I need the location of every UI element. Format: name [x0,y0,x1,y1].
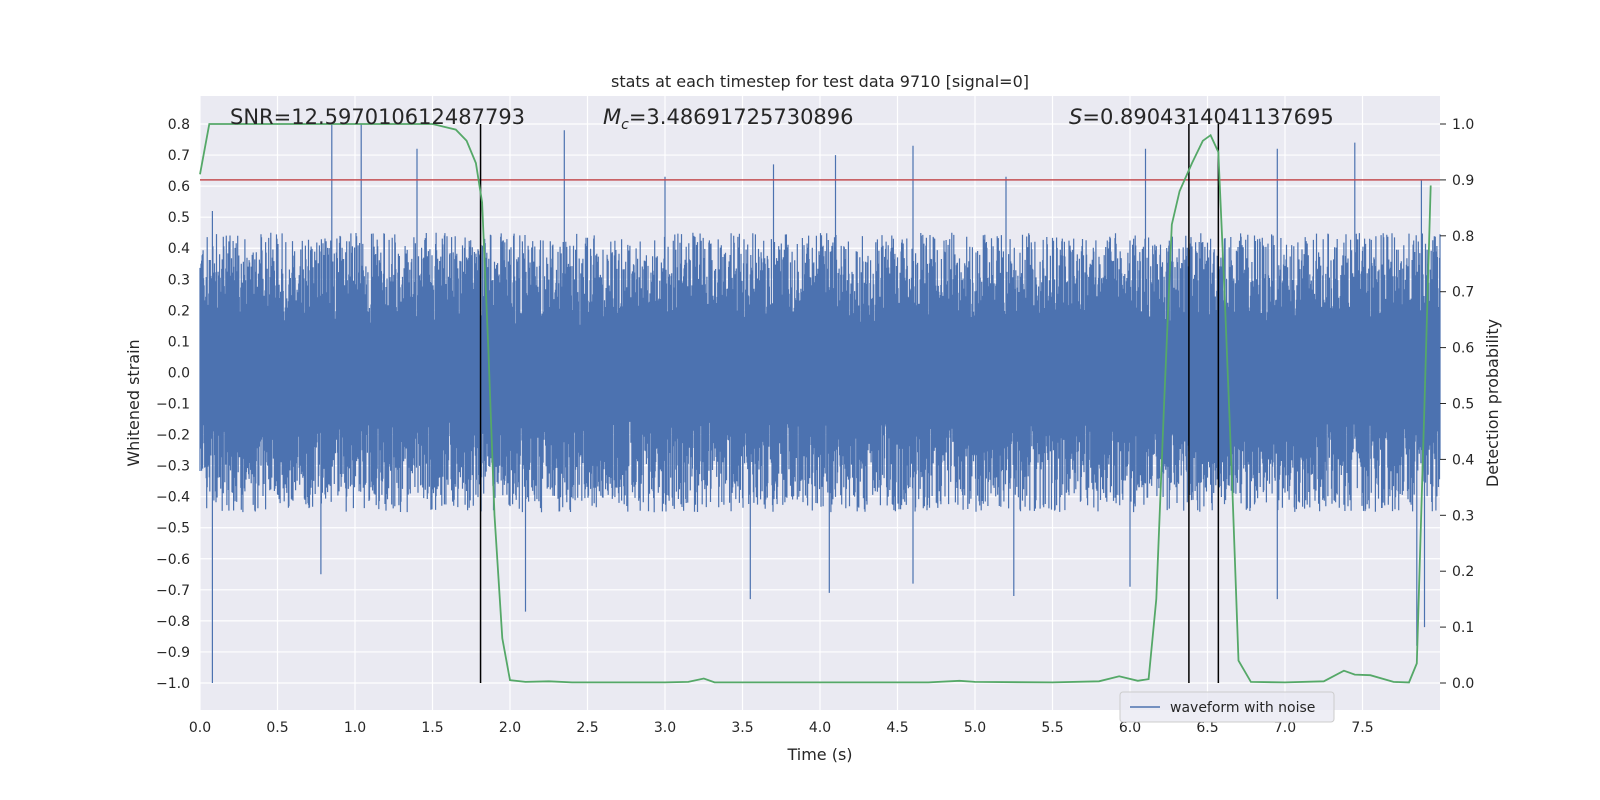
waveform-series [199,124,1441,683]
x-tick-label: 0.0 [189,720,211,736]
y2-tick-label: 0.3 [1452,508,1474,524]
y2-ticks: 1.0 0.9 0.8 0.7 0.6 0.5 0.4 0.3 0.2 0.1 0.0 [1440,117,1474,692]
y-tick-label: 0.4 [168,241,190,257]
y-tick-label: 0.8 [168,117,190,133]
y-tick-label: 0.6 [168,179,190,195]
y-ticks: 0.8 0.7 0.6 0.5 0.4 0.3 0.2 0.1 0.0 −0.1 −0.2 −0.3 −… [156,117,190,692]
legend-box [1119,691,1335,723]
score-value: =0.8904314041137695 [1082,105,1333,129]
y-tick-label: −0.2 [156,428,190,444]
detection-probability-series [199,123,1432,684]
x-tick-label: 6.0 [1119,720,1141,736]
x-tick-label: 5.5 [1041,720,1063,736]
y-tick-label: −0.3 [156,459,190,475]
y-tick-label: −0.9 [156,645,190,661]
y2-tick-label: 0.1 [1452,620,1474,636]
score-annotation: S=0.8904314041137695 [1069,105,1334,129]
x-tick-label: 7.5 [1351,720,1373,736]
y-tick-label: −0.4 [156,490,190,506]
y-tick-label: −0.1 [156,397,190,413]
x-tick-label: 5.0 [964,720,986,736]
x-ticks: 0.0 0.5 1.0 1.5 2.0 2.5 3.0 3.5 4.0 4.5 5.0 5.5 6.0 6… [189,720,1374,736]
chirp-mass-subscript: c [621,117,629,133]
vertical-markers [479,124,1220,683]
x-tick-label: 0.5 [266,720,288,736]
waveform-line [199,124,1441,683]
y2-tick-label: 0.4 [1452,452,1474,468]
x-tick-label: 1.5 [421,720,443,736]
chirp-mass-value: =3.48691725730896 [629,105,854,129]
y-tick-label: −0.6 [156,552,190,568]
y2-axis-label: Detection probability [1483,319,1502,487]
probability-line [199,123,1432,684]
x-tick-label: 6.5 [1196,720,1218,736]
chart-title: stats at each timestep for test data 971… [611,72,1029,91]
chirp-mass-annotation: Mc=3.48691725730896 [603,105,854,133]
legend: waveform with noise [1119,691,1335,723]
score-symbol: S [1069,105,1082,129]
y-tick-label: 0.3 [168,272,190,288]
x-tick-label: 7.0 [1274,720,1296,736]
y-tick-label: −0.5 [156,521,190,537]
x-tick-label: 3.0 [654,720,676,736]
y2-tick-label: 0.7 [1452,285,1474,301]
y-tick-label: −0.8 [156,614,190,630]
x-tick-label: 1.0 [344,720,366,736]
y-tick-label: 0.2 [168,303,190,319]
y2-tick-label: 0.6 [1452,341,1474,357]
x-tick-label: 4.5 [886,720,908,736]
x-axis-label: Time (s) [786,745,852,764]
chirp-mass-symbol: M [603,105,621,129]
y2-tick-label: 0.0 [1452,676,1474,692]
x-tick-label: 2.5 [576,720,598,736]
y-tick-label: 0.1 [168,334,190,350]
y2-tick-label: 1.0 [1452,117,1474,133]
x-tick-label: 4.0 [809,720,831,736]
x-tick-label: 2.0 [499,720,521,736]
y-tick-label: 0.5 [168,210,190,226]
snr-annotation: SNR=12.597010612487793 [230,105,525,129]
x-tick-label: 3.5 [731,720,753,736]
y2-tick-label: 0.8 [1452,229,1474,245]
y2-tick-label: 0.5 [1452,397,1474,413]
y-tick-label: 0.0 [168,365,190,381]
y-tick-label: 0.7 [168,148,190,164]
y-axis-label: Whitened strain [124,339,143,466]
y2-tick-label: 0.9 [1452,173,1474,189]
y-tick-label: −0.7 [156,583,190,599]
y2-tick-label: 0.2 [1452,564,1474,580]
y-tick-label: −1.0 [156,676,190,692]
legend-label: waveform with noise [1170,700,1315,716]
